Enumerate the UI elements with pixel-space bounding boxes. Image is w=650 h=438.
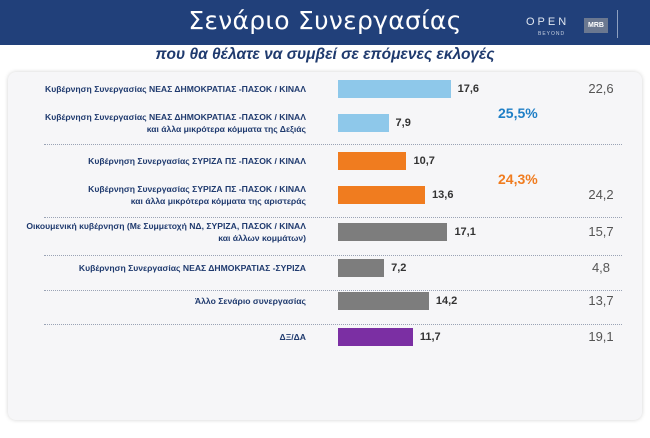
nd-group-total: 25,5% bbox=[498, 105, 538, 121]
bar-value-label: 17,1 bbox=[454, 226, 476, 238]
group-separator bbox=[44, 255, 622, 256]
open-logo-tagline: BEYOND bbox=[538, 31, 566, 37]
bar-value-label: 10,7 bbox=[413, 155, 435, 167]
category-label: Κυβέρνηση Συνεργασίας ΣΥΡΙΖΑ ΠΣ -ΠΑΣΟΚ /… bbox=[88, 183, 306, 207]
chart-panel: Κυβέρνηση Συνεργασίας ΝΕΑΣ ΔΗΜΟΚΡΑΤΙΑΣ -… bbox=[8, 72, 642, 420]
group-separator bbox=[44, 144, 622, 145]
category-label: Κυβέρνηση Συνεργασίας ΣΥΡΙΖΑ ΠΣ -ΠΑΣΟΚ /… bbox=[88, 155, 306, 167]
category-label-line: ΔΞ/ΔΑ bbox=[279, 332, 306, 342]
bar-value-label: 7,2 bbox=[391, 262, 407, 274]
category-label-line: Κυβέρνηση Συνεργασίας ΣΥΡΙΖΑ ΠΣ -ΠΑΣΟΚ /… bbox=[88, 184, 306, 194]
category-label: Οικουμενική κυβέρνηση (Με Συμμετοχή ΝΔ, … bbox=[26, 220, 306, 244]
category-label: Κυβέρνηση Συνεργασίας ΝΕΑΣ ΔΗΜΟΚΡΑΤΙΑΣ -… bbox=[79, 262, 306, 274]
bar-value-label: 17,6 bbox=[457, 83, 480, 95]
header-divider bbox=[617, 10, 618, 38]
previous-value-label: 22,6 bbox=[588, 81, 614, 96]
open-logo: OPEN bbox=[526, 16, 570, 28]
bar bbox=[338, 186, 426, 204]
bar bbox=[338, 292, 429, 310]
category-label-line: Κυβέρνηση Συνεργασίας ΝΕΑΣ ΔΗΜΟΚΡΑΤΙΑΣ -… bbox=[45, 84, 306, 94]
header-bar bbox=[0, 0, 650, 45]
group-separator bbox=[44, 324, 622, 325]
category-label-line: και άλλων κομμάτων) bbox=[218, 233, 306, 243]
category-label-line: Άλλο Σενάριο συνεργασίας bbox=[194, 296, 306, 306]
category-label: Κυβέρνηση Συνεργασίας ΝΕΑΣ ΔΗΜΟΚΡΑΤΙΑΣ -… bbox=[45, 111, 306, 135]
category-label: Άλλο Σενάριο συνεργασίας bbox=[195, 295, 306, 307]
bar bbox=[338, 152, 407, 170]
category-label-line: και άλλα μικρότερα κόμματα της αριστεράς bbox=[130, 196, 306, 206]
bar-value-label: 7,9 bbox=[395, 117, 411, 129]
bar-value-label: 13,6 bbox=[432, 189, 454, 201]
bar bbox=[338, 80, 451, 98]
category-label-line: Οικουμενική κυβέρνηση (Με Συμμετοχή ΝΔ, … bbox=[26, 221, 306, 231]
category-label: Κυβέρνηση Συνεργασίας ΝΕΑΣ ΔΗΜΟΚΡΑΤΙΑΣ -… bbox=[45, 83, 306, 95]
category-label-line: Κυβέρνηση Συνεργασίας ΝΕΑΣ ΔΗΜΟΚΡΑΤΙΑΣ -… bbox=[78, 263, 306, 273]
syriza-group-total: 24,3% bbox=[498, 171, 538, 187]
group-separator bbox=[44, 217, 622, 218]
category-label-line: Κυβέρνηση Συνεργασίας ΣΥΡΙΖΑ ΠΣ -ΠΑΣΟΚ /… bbox=[88, 156, 306, 166]
bar bbox=[338, 259, 385, 277]
bar-value-label: 14,2 bbox=[435, 295, 458, 307]
previous-value-label: 19,1 bbox=[588, 329, 614, 344]
bar bbox=[338, 328, 413, 346]
bar bbox=[338, 223, 448, 241]
chart-title: Σενάριο Συνεργασίας bbox=[188, 6, 462, 35]
category-label: ΔΞ/ΔΑ bbox=[280, 331, 306, 343]
group-separator bbox=[44, 290, 622, 291]
bar-value-label: 11,7 bbox=[419, 331, 441, 343]
previous-value-label: 24,2 bbox=[588, 187, 614, 202]
category-label-line: Κυβέρνηση Συνεργασίας ΝΕΑΣ ΔΗΜΟΚΡΑΤΙΑΣ -… bbox=[45, 112, 306, 122]
previous-value-label: 15,7 bbox=[588, 224, 614, 239]
previous-value-label: 13,7 bbox=[588, 293, 614, 308]
mrb-logo: MRB bbox=[584, 18, 608, 33]
category-label-line: και άλλα μικρότερα κόμματα της Δεξιάς bbox=[146, 124, 306, 134]
previous-value-label: 4,8 bbox=[591, 260, 611, 275]
bar bbox=[338, 114, 389, 132]
chart-subtitle: που θα θέλατε να συμβεί σε επόμενες εκλο… bbox=[155, 46, 495, 63]
